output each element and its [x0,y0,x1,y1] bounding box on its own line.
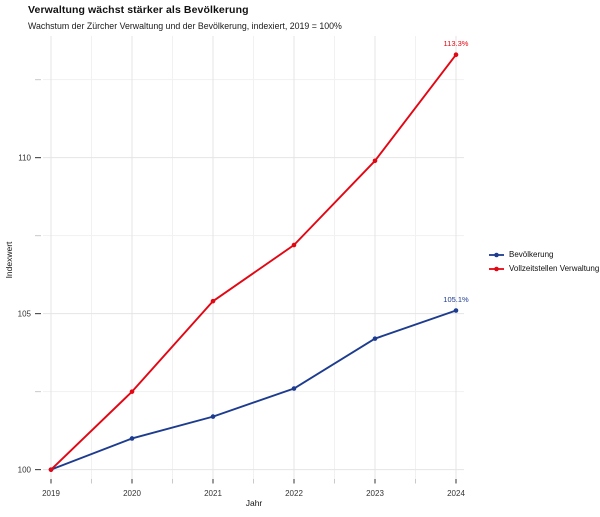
legend-item: Bevölkerung [489,250,599,259]
legend-key-icon [489,266,504,271]
legend-label: Bevölkerung [509,250,554,259]
end-value-label: 105.1% [443,295,469,304]
chart-title: Verwaltung wächst stärker als Bevölkerun… [28,4,249,16]
data-point [129,389,135,394]
y-axis-title: Indexwert [4,241,14,279]
data-point [453,308,459,313]
data-point [372,336,378,341]
data-point [291,386,297,391]
end-value-label: 113.3% [444,39,469,48]
x-tick-label: 2020 [123,489,141,498]
series-line [50,53,457,471]
series-line [50,309,457,471]
chart-subtitle: Wachstum der Zürcher Verwaltung und der … [28,21,342,31]
data-point [129,436,135,441]
y-tick-label: 105 [18,309,32,318]
y-tick-label: 100 [18,465,32,474]
data-point [372,158,378,164]
data-point [210,414,216,419]
x-tick-label: 2021 [204,489,222,498]
data-point [48,467,54,472]
legend-label: Vollzeitstellen Verwaltung [509,264,600,273]
x-tick-label: 2024 [447,489,465,498]
legend-key-icon [489,252,504,257]
x-tick-label: 2019 [42,489,60,498]
legend: Bevölkerung Vollzeitstellen Verwaltung [489,250,599,273]
legend-item: Vollzeitstellen Verwaltung [489,264,599,273]
data-point [210,298,216,304]
data-point [291,242,297,248]
y-tick-label: 110 [18,153,31,162]
data-point [453,52,459,58]
x-tick-label: 2023 [366,489,384,498]
x-axis-title: Jahr [245,498,263,508]
x-tick-label: 2022 [285,489,303,498]
